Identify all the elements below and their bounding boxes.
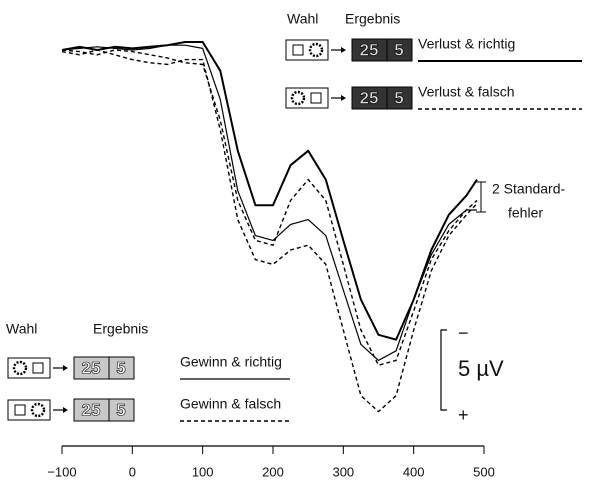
legend-label: Gewinn & richtig	[180, 354, 282, 370]
result-amount: 25	[82, 400, 101, 419]
result-amount: 25	[360, 88, 379, 107]
choice-square	[293, 45, 303, 55]
choice-square	[15, 405, 25, 415]
result-amount: 5	[116, 358, 125, 377]
choice-square	[33, 363, 43, 373]
x-tick-label: 400	[403, 464, 425, 479]
choice-gear	[292, 92, 304, 104]
result-amount: 5	[394, 88, 403, 107]
arrow-head	[341, 47, 346, 53]
series-line	[62, 50, 477, 365]
choice-gear	[310, 44, 322, 56]
result-amount: 25	[82, 358, 101, 377]
legend-label: Verlust & falsch	[418, 84, 515, 100]
legend-label: Gewinn & falsch	[180, 396, 281, 412]
x-tick-label: 300	[332, 464, 354, 479]
result-amount: 5	[394, 40, 403, 59]
choice-gear	[32, 404, 44, 416]
result-amount: 25	[360, 40, 379, 59]
x-tick-label: 500	[473, 464, 495, 479]
scale-bar	[441, 330, 447, 410]
x-tick-label: −100	[47, 464, 76, 479]
legend-label: Verlust & richtig	[418, 36, 515, 52]
choice-gear	[14, 362, 26, 374]
legend-header: Ergebnis	[345, 11, 400, 27]
x-tick-label: 0	[129, 464, 136, 479]
scale-bar-top: −	[458, 323, 469, 343]
arrow-head	[341, 95, 346, 101]
error-bar-label: fehler	[508, 205, 543, 221]
arrow-head	[63, 407, 68, 413]
legend-header: Wahl	[287, 11, 318, 27]
legend-header: Ergebnis	[93, 321, 148, 337]
series-line	[62, 45, 477, 360]
scale-bar-bottom: +	[458, 405, 469, 425]
scale-bar-label: 5 µV	[458, 356, 504, 381]
series-line	[62, 42, 477, 340]
x-tick-label: 100	[192, 464, 214, 479]
arrow-head	[63, 365, 68, 371]
legend-header: Wahl	[6, 321, 37, 337]
x-tick-label: 200	[262, 464, 284, 479]
result-amount: 5	[116, 400, 125, 419]
choice-square	[311, 93, 321, 103]
chart: −100 0 100 200 300 400 500 Wahl Ergebnis 25 5 Verlu…	[0, 0, 591, 487]
error-bar	[476, 182, 486, 212]
error-bar-label: 2 Standard-	[492, 181, 565, 197]
